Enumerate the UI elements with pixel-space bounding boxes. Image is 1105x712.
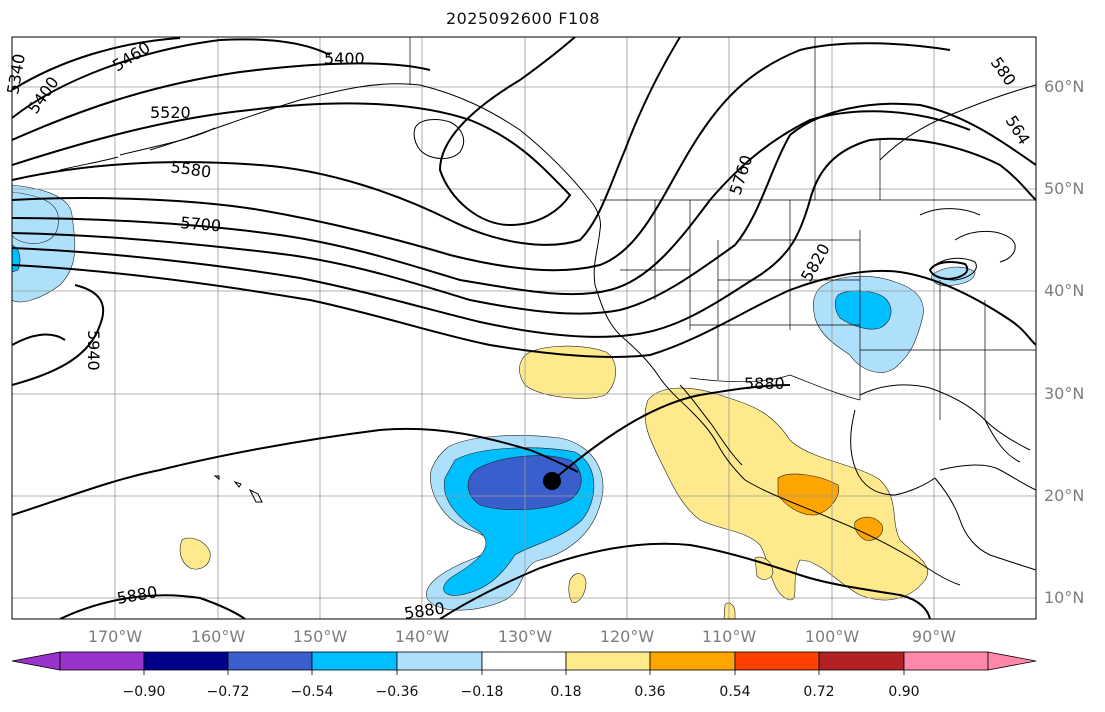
contour-label: 5880 — [115, 582, 158, 608]
colorbar-tick-label: −0.72 — [206, 684, 250, 700]
contour-label: 5400 — [324, 49, 365, 68]
colorbar-tick-label: 0.36 — [634, 684, 666, 700]
lat-label: 50°N — [1044, 179, 1085, 198]
lat-label: 20°N — [1044, 486, 1085, 505]
lon-label: 150°W — [292, 627, 348, 646]
lat-label: 30°N — [1044, 384, 1085, 403]
lon-label: 140°W — [394, 627, 450, 646]
map-frame — [11, 36, 1037, 620]
contour-label: 5700 — [180, 213, 222, 235]
storm-center-marker — [543, 472, 561, 490]
colorbar-tick-label: −0.18 — [460, 684, 504, 700]
contour-label: 580 — [987, 53, 1020, 89]
contour-label: 5340 — [3, 52, 29, 95]
map-title: 2025092600 F108 — [445, 9, 601, 28]
contour-label: 5880 — [744, 374, 785, 393]
contour-label: 5580 — [169, 157, 212, 181]
lon-label: 130°W — [497, 627, 553, 646]
contour-label: 564 — [1002, 112, 1034, 148]
lon-label: 160°W — [190, 627, 246, 646]
graticule — [12, 37, 1036, 619]
lon-label: 100°W — [804, 627, 860, 646]
lat-label: 40°N — [1044, 281, 1085, 300]
colorbar — [11, 651, 1037, 675]
colorbar-tick-label: −0.36 — [375, 684, 419, 700]
political-borders — [409, 37, 1036, 420]
colorbar-tick-label: −0.90 — [122, 684, 166, 700]
contour-label: 5520 — [150, 103, 191, 122]
colorbar-tick-label: 0.18 — [550, 684, 582, 700]
height-contours — [12, 37, 1036, 619]
lat-label: 10°N — [1044, 588, 1085, 607]
lon-label: 170°W — [87, 627, 143, 646]
lon-label: 120°W — [599, 627, 655, 646]
colorbar-tick-label: 0.54 — [719, 684, 751, 700]
contour-label: 5760 — [726, 153, 757, 198]
colorbar-tick-label: −0.54 — [290, 684, 334, 700]
lat-label: 60°N — [1044, 77, 1085, 96]
contour-label: 5940 — [84, 330, 103, 371]
colorbar-tick-label: 0.72 — [803, 684, 835, 700]
lon-label: 90°W — [911, 627, 957, 646]
lon-label: 110°W — [701, 627, 757, 646]
colorbar-tick-label: 0.90 — [888, 684, 920, 700]
